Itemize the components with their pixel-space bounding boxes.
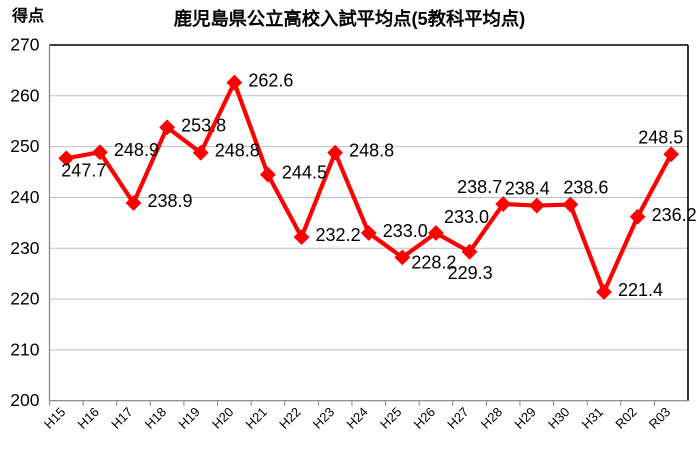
svg-text:232.2: 232.2 [316,225,361,245]
svg-text:210: 210 [10,339,39,359]
svg-text:260: 260 [10,85,39,105]
svg-text:233.0: 233.0 [444,207,489,227]
svg-text:247.7: 247.7 [61,160,106,180]
svg-text:229.3: 229.3 [448,263,493,283]
svg-text:250: 250 [10,136,39,156]
svg-text:238.4: 238.4 [505,179,550,199]
svg-text:240: 240 [10,187,39,207]
svg-text:248.5: 248.5 [638,127,683,147]
svg-text:233.0: 233.0 [383,221,428,241]
svg-text:221.4: 221.4 [618,280,663,300]
svg-text:248.8: 248.8 [215,141,260,161]
svg-text:262.6: 262.6 [248,71,293,91]
svg-text:248.9: 248.9 [114,140,159,160]
svg-text:238.7: 238.7 [457,177,502,197]
svg-text:253.8: 253.8 [181,115,226,135]
svg-text:238.6: 238.6 [563,178,608,198]
svg-text:200: 200 [10,390,39,410]
svg-text:238.9: 238.9 [148,191,193,211]
svg-text:236.2: 236.2 [652,205,697,225]
svg-text:248.8: 248.8 [349,141,394,161]
svg-text:230: 230 [10,238,39,258]
svg-text:220: 220 [10,289,39,309]
svg-text:270: 270 [10,35,39,55]
svg-text:244.5: 244.5 [282,163,327,183]
